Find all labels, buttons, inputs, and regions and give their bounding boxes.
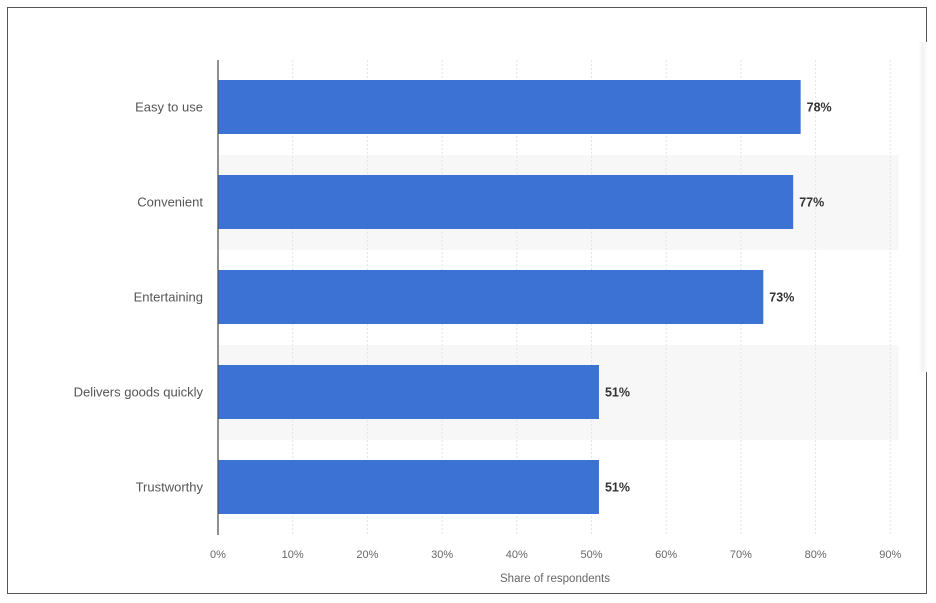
x-tick-labels: 0% 10% 20% 30% 40% 50% 60% 70% 80% 90% (210, 549, 901, 561)
x-axis-title: Share of respondents (500, 573, 610, 585)
bar-value-label: 51% (605, 481, 630, 495)
x-tick-label: 20% (356, 549, 378, 561)
bar (218, 365, 599, 419)
category-labels: Easy to use Convenient Entertaining Deliver… (74, 100, 204, 495)
bar-value-label: 51% (605, 386, 630, 400)
x-tick-label: 10% (282, 549, 304, 561)
x-tick-label: 70% (730, 549, 752, 561)
x-tick-label: 40% (506, 549, 528, 561)
category-label: Easy to use (135, 100, 203, 115)
bar-value-label: 73% (769, 291, 794, 305)
category-label: Convenient (137, 195, 203, 210)
bar-value-label: 78% (807, 101, 832, 115)
x-tick-label: 30% (431, 549, 453, 561)
bar-value-label: 77% (799, 196, 824, 210)
category-label: Delivers goods quickly (74, 385, 204, 400)
bar (218, 270, 764, 324)
x-tick-label: 50% (580, 549, 602, 561)
x-tick-label: 90% (879, 549, 901, 561)
x-tick-label: 0% (210, 549, 226, 561)
category-label: Entertaining (134, 290, 203, 305)
bar (218, 175, 794, 229)
bars (218, 80, 801, 514)
edge-shadow (918, 42, 928, 372)
x-tick-label: 80% (805, 549, 827, 561)
x-tick-label: 60% (655, 549, 677, 561)
category-label: Trustworthy (136, 480, 204, 495)
bar (218, 460, 599, 514)
bar (218, 80, 801, 134)
value-labels: 78% 77% 73% 51% 51% (605, 101, 832, 495)
